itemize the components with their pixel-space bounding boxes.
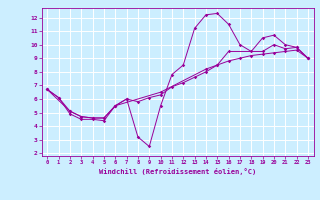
X-axis label: Windchill (Refroidissement éolien,°C): Windchill (Refroidissement éolien,°C) (99, 168, 256, 175)
